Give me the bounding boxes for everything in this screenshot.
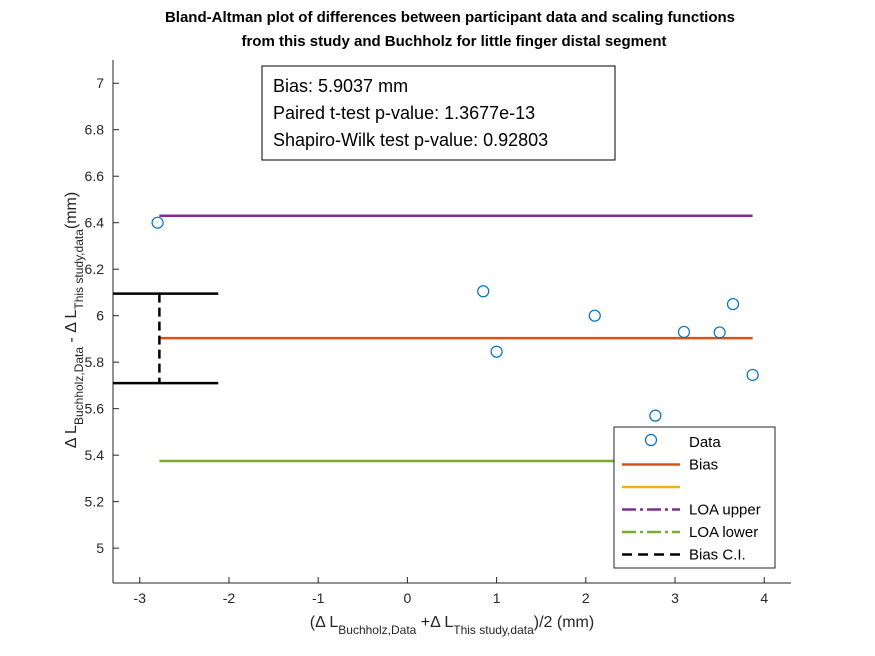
y-axis-label-pre: Δ L [63,425,80,448]
y-tick-label: 5.4 [85,447,105,463]
y-axis-label: Δ LBuchholz,Data - Δ LThis study,data(mm… [63,192,86,448]
y-tick-label: 6 [96,308,104,324]
data-point [649,409,662,422]
data-point [477,285,490,298]
x-axis-label-pre: (Δ L [310,614,339,631]
y-tick-label: 5 [96,540,104,556]
x-axis-label-post: )/2 (mm) [534,614,594,631]
y-tick-label: 5.8 [85,354,105,370]
x-axis-label-sub2: This study,data [453,623,534,637]
data-point [490,345,503,358]
annotation-box [261,65,616,161]
x-axis: -3 -2 -1 0 1 2 3 4 [134,577,768,606]
y-axis-label-post: (mm) [63,192,80,229]
y-axis-label-sub2: This study,data [72,229,86,310]
data-point [713,326,726,339]
y-tick-label: 6.2 [85,261,105,277]
data-point [677,325,691,339]
data-point [151,216,164,229]
y-tick-label: 5.2 [85,494,105,510]
annotation-ttest: Paired t-test p-value: 1.3677e-13 [273,103,535,123]
x-axis-label-mid: +Δ L [416,614,453,631]
legend: Data Bias LOA upper LOA lower Bias C.I. [613,426,776,569]
chart-title-line-1: Bland-Altman plot of differences between… [165,9,735,26]
x-tick-label: 3 [671,590,679,606]
legend-label: Bias [689,457,718,474]
legend-data-marker [644,433,658,447]
y-axis-label-mid: - Δ L [63,310,80,347]
x-axis-label-sub1: Buchholz,Data [338,623,416,637]
chart-title-line-2: from this study and Buchholz for little … [241,33,666,50]
x-tick-label: 2 [582,590,590,606]
data-point [726,297,740,311]
y-tick-label: 7 [96,75,104,91]
y-axis-label-sub1: Buchholz,Data [72,347,86,425]
x-tick-label: 0 [403,590,411,606]
legend-label: LOA lower [689,524,758,541]
plot-area [112,60,791,584]
annotation-shapiro: Shapiro-Wilk test p-value: 0.92803 [273,130,548,150]
stats-annotation: Bias: 5.9037 mm Paired t-test p-value: 1… [261,65,616,161]
y-tick-label: 6.4 [85,215,105,231]
data-point [588,309,601,322]
x-tick-label: -2 [223,590,236,606]
legend-label: LOA upper [689,502,761,519]
x-tick-label: -1 [312,590,325,606]
x-tick-label: 1 [493,590,501,606]
y-tick-label: 6.6 [85,168,105,184]
y-tick-label: 6.8 [85,122,105,138]
legend-box [613,426,776,569]
x-tick-label: -3 [134,590,147,606]
data-point [746,368,759,382]
x-tick-label: 4 [760,590,768,606]
legend-label: Data [689,434,721,451]
y-tick-label: 5.6 [85,401,105,417]
y-axis: 5 5.2 5.4 5.6 5.8 6 6.2 6.4 6.6 6.8 7 [85,75,119,556]
annotation-bias: Bias: 5.9037 mm [273,76,408,96]
legend-label: Bias C.I. [689,547,746,564]
x-axis-label: (Δ LBuchholz,Data +Δ LThis study,data)/2… [310,614,594,637]
